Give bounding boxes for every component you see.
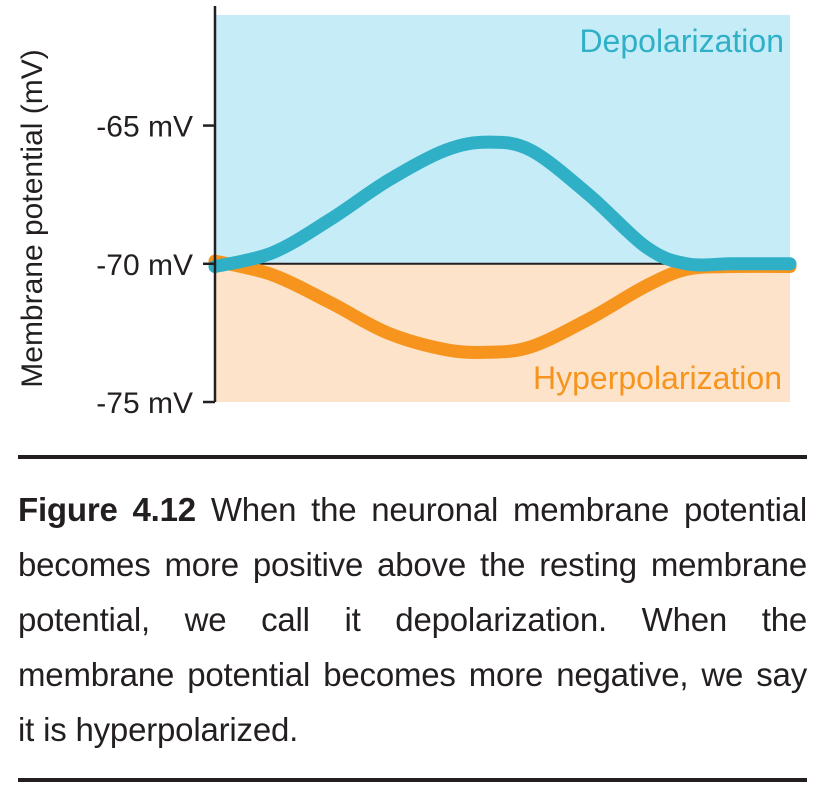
depolarization-series-line — [208, 135, 797, 274]
y-tick-label: -75 mV — [96, 387, 193, 420]
hyperpolarization-label: Hyperpolarization — [533, 360, 782, 396]
caption-text: When the neuronal membrane potential bec… — [18, 491, 807, 748]
y-axis-title: Membrane potential (mV) — [16, 49, 49, 387]
membrane-potential-chart: -65 mV -70 mV -75 mV Depolarization Hyperp… — [16, 6, 797, 420]
y-ticks: -65 mV -70 mV -75 mV — [96, 111, 215, 420]
depolarization-label: Depolarization — [579, 23, 784, 59]
y-tick-label: -70 mV — [96, 249, 193, 282]
caption-bottom-rule — [18, 778, 807, 782]
caption-label: Figure 4.12 — [18, 491, 196, 528]
caption-top-rule — [18, 455, 807, 459]
chart-svg: -65 mV -70 mV -75 mV Depolarization Hyperp… — [16, 6, 797, 420]
figure-caption: Figure 4.12 When the neuronal membrane p… — [18, 482, 807, 757]
y-tick-label: -65 mV — [96, 111, 193, 144]
series-layer — [208, 135, 797, 359]
